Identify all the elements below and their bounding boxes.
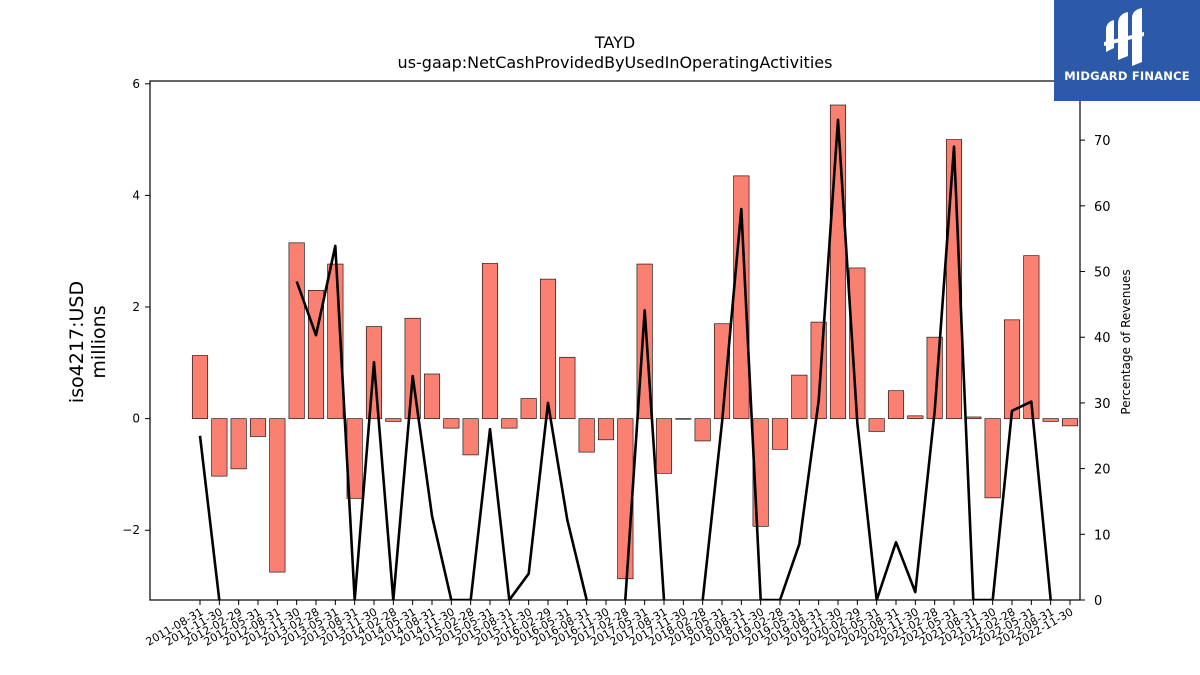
plot-frame <box>149 80 1081 601</box>
bar <box>1023 255 1040 419</box>
chart-subtitle: us-gaap:NetCashProvidedByUsedInOperating… <box>398 53 833 72</box>
brand-logo: MIDGARD FINANCE <box>1054 0 1200 101</box>
bar <box>501 418 518 429</box>
bar <box>887 390 905 419</box>
y-tick-label: 6 <box>132 77 140 91</box>
bar <box>771 418 789 450</box>
bar <box>269 418 286 573</box>
bar <box>462 418 479 456</box>
logo-mark-icon <box>1104 8 1144 66</box>
y2-tick-label: 20 <box>1094 463 1111 478</box>
y2-tick-label: 60 <box>1094 200 1111 215</box>
y-axis-label: iso4217:USD millions <box>66 281 110 403</box>
y2-tick-label: 70 <box>1094 134 1111 149</box>
bar <box>597 418 615 441</box>
bar <box>404 317 421 419</box>
bar <box>230 418 247 470</box>
y2-axis-label: Percentage of Revenues <box>1119 269 1133 414</box>
bar <box>559 356 576 419</box>
y-tick-label: 2 <box>132 300 140 314</box>
bar <box>481 263 499 419</box>
y2-tick-label: 50 <box>1094 266 1111 281</box>
bar <box>1042 418 1059 422</box>
bar <box>249 418 267 437</box>
logo-text: MIDGARD FINANCE <box>1064 69 1190 83</box>
bar <box>1003 319 1021 419</box>
bar <box>907 415 924 419</box>
bar <box>211 418 228 477</box>
y-axis-label-line1: iso4217:USD <box>66 281 88 403</box>
bar <box>191 355 209 419</box>
y2-tick-label: 0 <box>1094 594 1102 609</box>
bar-series <box>191 104 1079 580</box>
line-series <box>198 118 1052 600</box>
bar <box>288 242 305 419</box>
bar <box>520 398 537 419</box>
axes: −202460102030405060702011-08-312011-11-3… <box>122 77 1110 649</box>
y-tick-label: −2 <box>122 523 140 537</box>
chart-title: TAYD <box>594 33 635 52</box>
series-line <box>198 118 1052 600</box>
bar <box>539 278 557 419</box>
bar <box>675 418 692 420</box>
bar <box>829 104 847 419</box>
bar <box>1061 418 1079 427</box>
y-tick-label: 0 <box>132 412 140 426</box>
y2-tick-label: 10 <box>1094 528 1111 543</box>
y-axis-label-line2: millions <box>88 305 110 378</box>
bar <box>868 418 885 432</box>
y-tick-label: 4 <box>132 188 140 202</box>
bar <box>617 418 634 580</box>
bar <box>965 416 982 419</box>
bar <box>423 373 441 419</box>
y2-tick-label: 30 <box>1094 397 1111 412</box>
bar <box>578 418 595 453</box>
bar <box>443 418 460 429</box>
bar <box>385 418 402 422</box>
y2-tick-label: 40 <box>1094 331 1111 346</box>
bar <box>694 418 711 442</box>
bar <box>791 374 808 419</box>
bar <box>984 418 1001 499</box>
bar <box>655 418 673 474</box>
